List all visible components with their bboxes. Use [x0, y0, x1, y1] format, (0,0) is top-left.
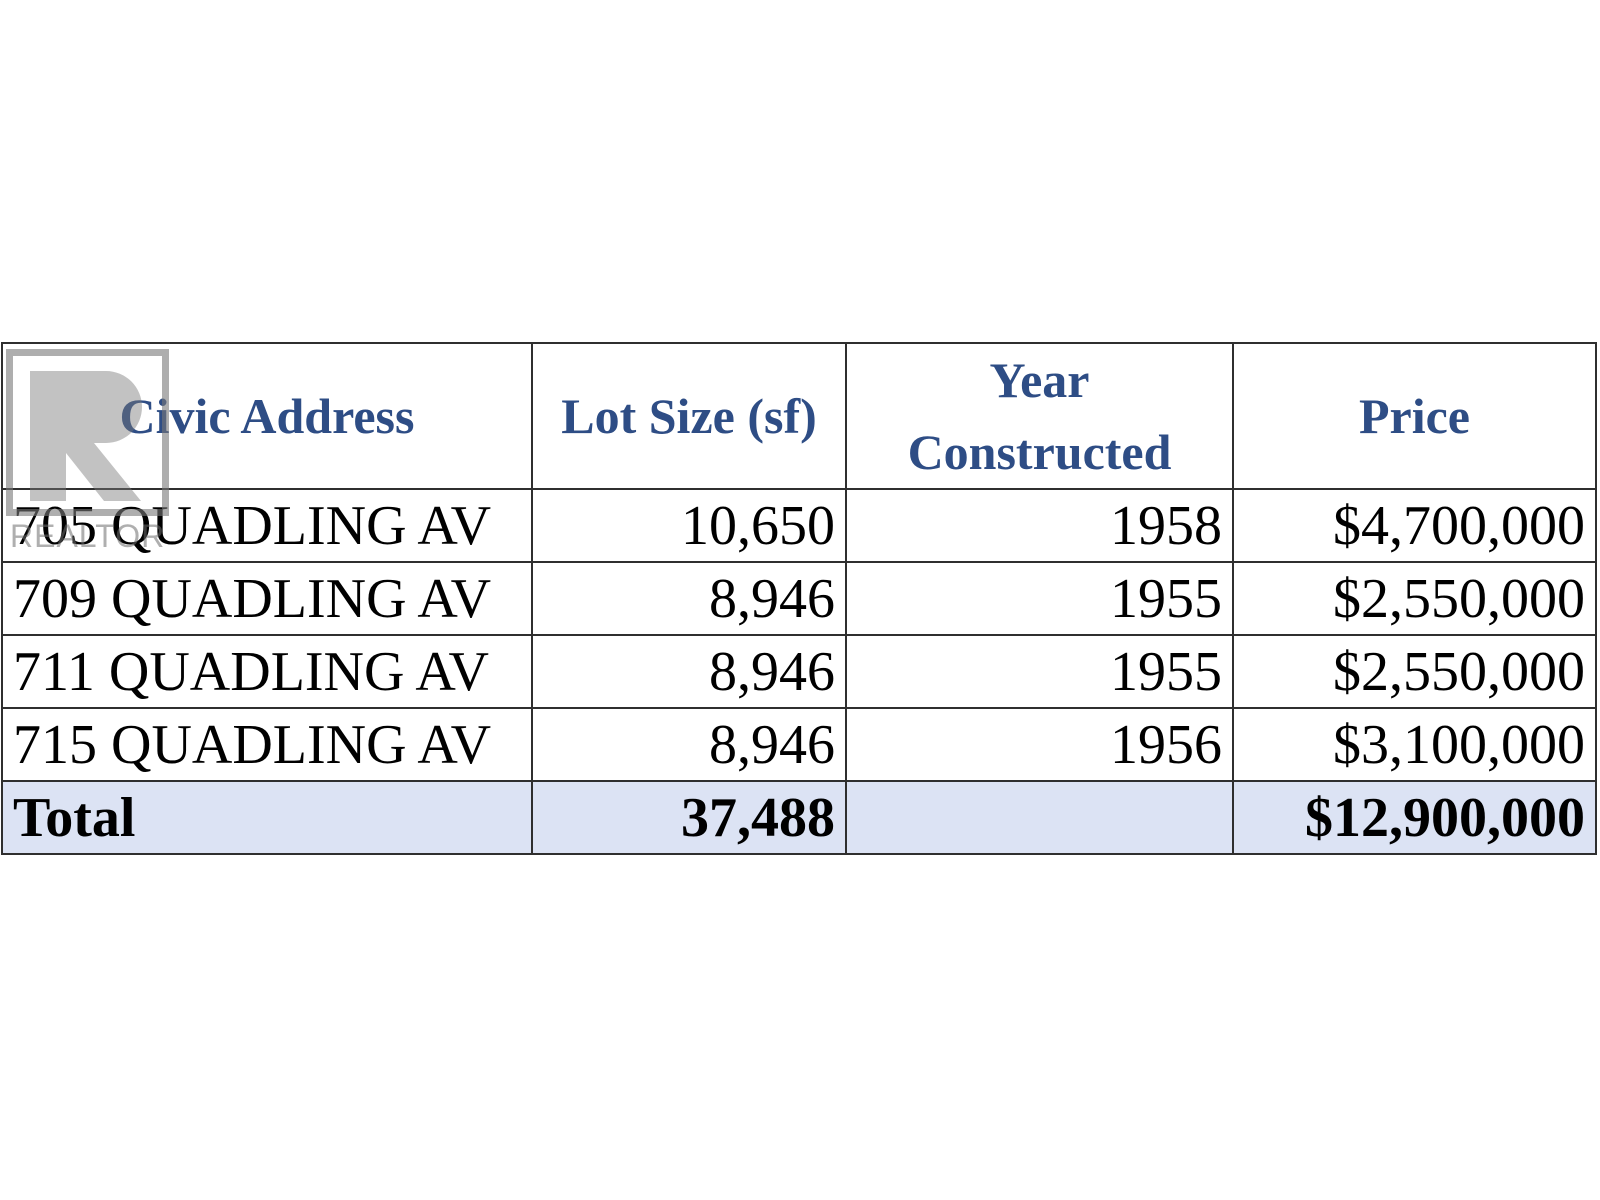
total-year-cell — [845, 780, 1234, 855]
price-cell: $4,700,000 — [1232, 488, 1597, 563]
address-cell: 711 QUADLING AV — [1, 634, 533, 709]
table-row: 711 QUADLING AV 8,946 1955 $2,550,000 — [1, 634, 1597, 709]
header-lot-size: Lot Size (sf) — [531, 342, 847, 490]
year-cell: 1955 — [845, 634, 1234, 709]
total-label: Total — [1, 780, 533, 855]
property-table: Civic Address Lot Size (sf) Year Constru… — [1, 342, 1597, 855]
total-price: $12,900,000 — [1232, 780, 1597, 855]
year-cell: 1956 — [845, 707, 1234, 782]
lot-size-cell: 8,946 — [531, 561, 847, 636]
year-cell: 1958 — [845, 488, 1234, 563]
total-row: Total 37,488 $12,900,000 — [1, 780, 1597, 855]
table-row: 705 QUADLING AV 10,650 1958 $4,700,000 — [1, 488, 1597, 563]
header-year-constructed: Year Constructed — [845, 342, 1234, 490]
total-lot-size: 37,488 — [531, 780, 847, 855]
header-year-line2: Constructed — [907, 424, 1172, 480]
header-year-line1: Year — [989, 352, 1090, 408]
table-row: 715 QUADLING AV 8,946 1956 $3,100,000 — [1, 707, 1597, 782]
price-cell: $2,550,000 — [1232, 561, 1597, 636]
lot-size-cell: 10,650 — [531, 488, 847, 563]
header-row: Civic Address Lot Size (sf) Year Constru… — [1, 342, 1597, 490]
year-cell: 1955 — [845, 561, 1234, 636]
table-row: 709 QUADLING AV 8,946 1955 $2,550,000 — [1, 561, 1597, 636]
header-price: Price — [1232, 342, 1597, 490]
header-civic-address: Civic Address — [1, 342, 533, 490]
address-cell: 705 QUADLING AV — [1, 488, 533, 563]
price-cell: $3,100,000 — [1232, 707, 1597, 782]
lot-size-cell: 8,946 — [531, 707, 847, 782]
address-cell: 709 QUADLING AV — [1, 561, 533, 636]
lot-size-cell: 8,946 — [531, 634, 847, 709]
address-cell: 715 QUADLING AV — [1, 707, 533, 782]
price-cell: $2,550,000 — [1232, 634, 1597, 709]
